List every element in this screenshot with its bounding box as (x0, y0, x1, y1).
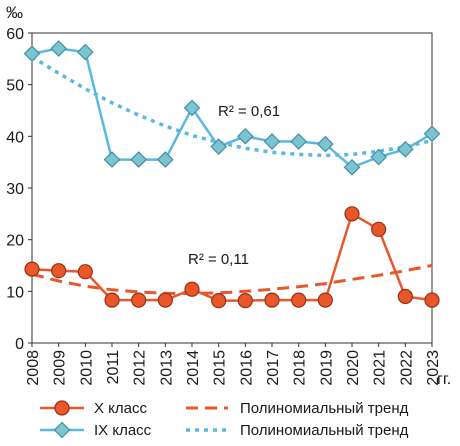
x-tick-label: 2011 (105, 350, 122, 385)
data-point-diamond (210, 138, 228, 156)
x-unit-label: гг. (437, 371, 451, 388)
data-point-circle (211, 293, 227, 309)
data-point-diamond (156, 151, 174, 168)
y-tick-label: 40 (6, 129, 24, 146)
data-point-circle (157, 292, 173, 308)
x-tick-label: 2019 (318, 350, 335, 386)
y-tick-label: 10 (6, 284, 24, 301)
data-point-circle (51, 263, 67, 279)
x-tick-label: 2022 (398, 350, 415, 386)
legend-label: Полиномиальный тренд (240, 422, 409, 439)
y-tick-label: 50 (6, 78, 24, 95)
x-tick-label: 2014 (185, 350, 202, 386)
data-point-diamond (76, 43, 94, 61)
data-point-circle (264, 292, 280, 308)
x-tick-label: 2017 (265, 350, 282, 386)
x-tick-label: 2010 (78, 350, 95, 386)
r2-label-x: R² = 0,11 (188, 251, 249, 268)
x-tick-label: 2009 (52, 350, 69, 386)
r2-label-ix: R² = 0,61 (218, 103, 280, 120)
series-line-0 (31, 47, 433, 169)
x-tick-label: 2012 (132, 350, 149, 386)
data-point-diamond (343, 158, 361, 176)
axes: 0 10 20 30 40 50 60 2008 2009 2010 2011 2012 2013 201… (6, 26, 442, 386)
data-point-diamond (316, 135, 334, 153)
y-tick-label: 60 (6, 26, 24, 43)
data-point-diamond (236, 127, 254, 145)
trend-lines (31, 55, 433, 295)
legend-label: IX класс (94, 422, 152, 439)
x-tick-label: 2023 (425, 350, 442, 386)
data-point-diamond (263, 133, 281, 150)
data-point-diamond (130, 151, 148, 168)
data-point-diamond (370, 148, 388, 166)
series-markers (23, 40, 441, 309)
data-point-circle (344, 206, 360, 222)
legend-label: X класс (94, 400, 147, 417)
data-point-circle (237, 293, 253, 309)
y-tick-label: 30 (6, 181, 24, 198)
data-point-circle (104, 292, 120, 308)
data-point-circle (291, 292, 307, 308)
data-point-circle (424, 292, 440, 308)
data-point-diamond (50, 40, 68, 57)
data-point-diamond (396, 140, 414, 158)
x-tick-label: 2008 (25, 350, 42, 386)
data-point-circle (397, 288, 413, 305)
x-tick-label: 2013 (158, 350, 175, 386)
legend-label: Полиномиальный тренд (240, 400, 409, 417)
data-point-circle (24, 261, 40, 277)
data-point-diamond (183, 99, 201, 117)
data-point-circle (371, 221, 387, 237)
data-point-circle (131, 292, 147, 308)
x-tick-label: 2016 (238, 350, 255, 386)
x-tick-label: 2015 (212, 350, 229, 386)
y-unit-label: ‰ (6, 3, 23, 22)
data-point-circle (77, 264, 93, 280)
x-tick-label: 2020 (345, 350, 362, 386)
legend-circle-marker (54, 400, 70, 416)
data-point-diamond (290, 133, 308, 150)
series-lines (31, 47, 433, 302)
data-point-diamond (103, 151, 121, 168)
legend: X класс Полиномиальный тренд IX класс Полин… (40, 400, 409, 439)
x-tick-label: 2021 (372, 350, 389, 386)
trend-line-0 (31, 55, 433, 158)
data-point-diamond (23, 45, 41, 63)
data-point-diamond (423, 125, 441, 143)
data-point-circle (184, 281, 200, 297)
trend-line-1 (31, 264, 433, 295)
data-point-circle (317, 292, 333, 308)
legend-diamond-marker (53, 421, 71, 439)
x-tick-label: 2018 (292, 350, 309, 386)
y-tick-label: 20 (6, 233, 24, 250)
y-tick-label: 0 (15, 336, 24, 353)
series-line-1 (31, 212, 433, 302)
